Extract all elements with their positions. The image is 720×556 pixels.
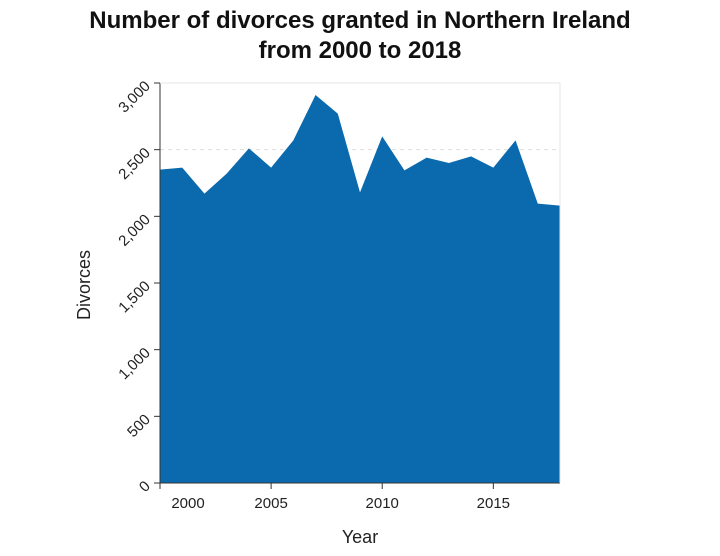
- chart-title-line-1: Number of divorces granted in Northern I…: [89, 7, 631, 34]
- y-tick-label: 0: [136, 478, 154, 496]
- chart-title-line-2: from 2000 to 2018: [258, 37, 462, 64]
- y-tick-label: 2,500: [115, 144, 154, 183]
- x-axis-label: Year: [342, 527, 378, 547]
- divorces-area: [160, 95, 560, 483]
- x-tick-label: 2005: [254, 495, 287, 512]
- x-tick-label: 2000: [171, 495, 204, 512]
- y-axis-label: Divorces: [74, 250, 94, 320]
- y-tick-label: 2,000: [115, 211, 154, 250]
- y-tick-label: 1,000: [115, 344, 154, 383]
- y-tick-label: 500: [124, 411, 154, 441]
- x-tick-label: 2010: [366, 495, 399, 512]
- plot-area: [160, 95, 560, 483]
- y-tick-label: 1,500: [115, 278, 154, 317]
- chart-title: Number of divorces granted in Northern I…: [0, 6, 720, 66]
- x-tick-label: 2015: [477, 495, 510, 512]
- y-tick-label: 3,000: [115, 78, 154, 117]
- x-axis-ticks: 2000 2005 2010 2015: [159, 483, 510, 512]
- y-axis-ticks: 0 500 1,000 1,500 2,000 2,500 3,000: [115, 78, 160, 496]
